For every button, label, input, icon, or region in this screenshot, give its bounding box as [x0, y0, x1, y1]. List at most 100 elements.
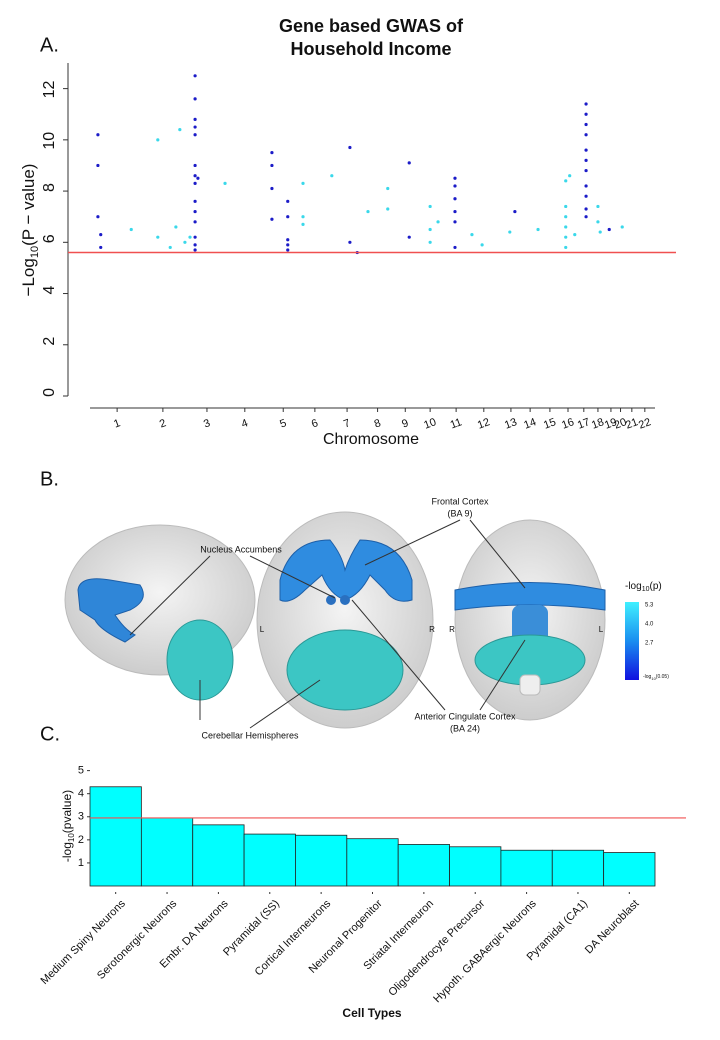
point — [348, 145, 352, 150]
x-axis-label: Cell Types — [342, 1006, 401, 1020]
x-tick-label: 17 — [576, 416, 592, 431]
y-tick-label: 12 — [41, 81, 58, 99]
x-tick-label: 15 — [542, 416, 558, 431]
point — [286, 248, 290, 252]
panel-label: A. — [40, 34, 59, 56]
point — [584, 168, 588, 173]
x-tick-label: 3 — [202, 417, 212, 430]
point — [584, 148, 588, 152]
x-tick-label: DA Neuroblast — [583, 898, 642, 957]
point — [193, 117, 197, 121]
point — [156, 235, 160, 239]
point — [428, 227, 432, 232]
x-tick-label: 18 — [590, 416, 606, 431]
point — [584, 207, 588, 211]
bar — [295, 834, 348, 887]
x-tick-label: Medium Spiny Neurons — [39, 897, 129, 987]
chart-title: Gene based GWAS of — [279, 16, 464, 36]
point — [286, 238, 290, 242]
side-label: R — [449, 625, 455, 634]
point — [286, 199, 290, 203]
colorbar-tick: -log10(0.05) — [643, 674, 669, 681]
point — [584, 215, 588, 219]
x-tick-label: 22 — [637, 416, 653, 431]
point — [99, 245, 103, 250]
point — [453, 209, 457, 214]
point — [193, 235, 197, 239]
point — [596, 204, 600, 209]
y-tick-label: 5 — [78, 765, 84, 777]
point — [174, 225, 178, 229]
side-label: L — [260, 625, 265, 634]
point — [196, 176, 200, 180]
point — [568, 174, 572, 178]
point — [301, 215, 305, 219]
point — [96, 215, 100, 219]
point — [453, 197, 457, 201]
y-tick-label: 4 — [41, 285, 58, 294]
x-tick-label: 1 — [112, 417, 122, 430]
point — [183, 240, 187, 244]
point — [596, 220, 600, 224]
point — [407, 161, 411, 165]
region-label: Cerebellar Hemispheres — [201, 730, 299, 740]
y-axis-label: −Log10(P − value) — [19, 164, 40, 297]
y-tick-label: 10 — [41, 132, 58, 150]
y-tick-label: 4 — [78, 788, 84, 800]
bar — [603, 852, 656, 887]
point — [480, 243, 484, 247]
point — [564, 215, 568, 219]
point — [584, 184, 588, 188]
point — [564, 204, 568, 209]
point — [168, 245, 172, 250]
point — [564, 225, 568, 229]
x-tick-label: 19 — [603, 416, 619, 431]
bar — [192, 824, 245, 887]
point — [188, 235, 192, 239]
x-tick-label: 4 — [240, 417, 250, 430]
bar — [243, 833, 296, 887]
point — [193, 74, 197, 78]
point — [584, 158, 588, 162]
point — [330, 174, 334, 178]
point — [470, 233, 474, 237]
point — [193, 125, 197, 129]
region-label: Nucleus Accumbens — [200, 544, 282, 554]
point — [386, 186, 390, 191]
colorbar-tick: 4.0 — [645, 622, 654, 628]
point — [270, 163, 274, 168]
point — [620, 225, 624, 229]
point — [584, 133, 588, 137]
point — [286, 243, 290, 247]
point — [536, 227, 540, 232]
x-tick-label: 9 — [400, 417, 410, 430]
colorbar-tick: 5.3 — [645, 603, 654, 609]
point — [564, 245, 568, 250]
y-axis-label: -log10(pvalue) — [60, 790, 76, 862]
y-tick-label: 2 — [78, 834, 84, 846]
point — [366, 209, 370, 214]
point — [584, 112, 588, 116]
bar — [346, 838, 399, 887]
bar — [89, 786, 142, 887]
region-label: Frontal Cortex — [431, 496, 489, 506]
x-tick-label: 2 — [158, 417, 168, 430]
point — [129, 227, 133, 232]
point — [453, 220, 457, 224]
point — [386, 207, 390, 211]
point — [270, 217, 274, 221]
point — [270, 151, 274, 155]
x-tick-label: 12 — [476, 416, 492, 431]
point — [193, 209, 197, 214]
point — [573, 233, 577, 237]
point — [193, 248, 197, 252]
x-tick-label: 5 — [278, 417, 288, 430]
point — [270, 186, 274, 191]
x-tick-label: 10 — [422, 416, 438, 431]
callout-lines — [129, 519, 526, 729]
brain-images — [64, 511, 639, 729]
x-axis-label: Chromosome — [323, 431, 419, 448]
point — [193, 97, 197, 101]
point — [508, 230, 512, 234]
point — [223, 181, 227, 185]
